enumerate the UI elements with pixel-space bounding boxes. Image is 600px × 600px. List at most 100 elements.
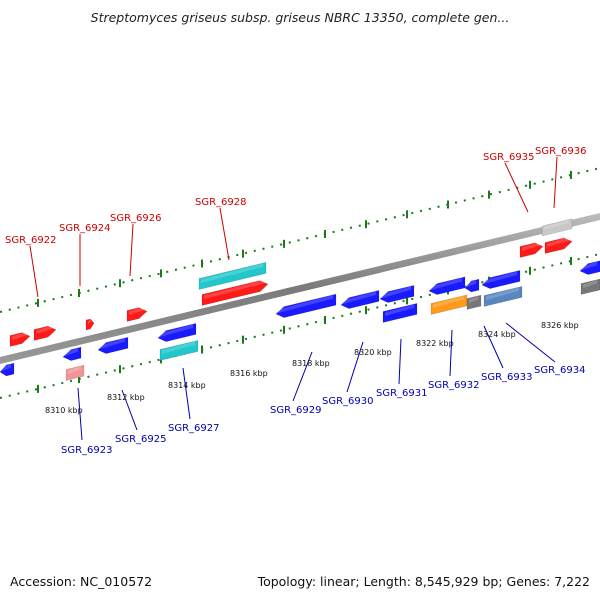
gene-arrow-reverse[interactable] bbox=[97, 336, 129, 354]
gene-arrow-reverse[interactable] bbox=[62, 346, 82, 361]
gene-highlight bbox=[65, 348, 78, 356]
gene-highlight bbox=[547, 237, 569, 247]
gene-reverse[interactable] bbox=[382, 302, 418, 323]
label-leader-reverse bbox=[449, 329, 453, 377]
gene-arrow-reverse[interactable] bbox=[428, 276, 466, 295]
label-leader-forward bbox=[219, 207, 230, 261]
gene-highlight bbox=[382, 286, 411, 298]
axis-coordinate-label: 8320 kbp bbox=[354, 348, 392, 357]
axis-coordinate-label: 8310 kbp bbox=[45, 406, 83, 415]
label-leader-reverse bbox=[121, 389, 138, 431]
gene-label-forward[interactable]: SGR_6936 bbox=[535, 146, 587, 157]
gene-arrow-reverse[interactable] bbox=[481, 269, 521, 289]
gene-dark-grey[interactable] bbox=[580, 278, 600, 295]
gene-highlight bbox=[484, 271, 517, 284]
gene-highlight bbox=[100, 338, 125, 349]
gene-pseudo[interactable] bbox=[65, 364, 85, 381]
gene-arrow-reverse[interactable] bbox=[0, 362, 15, 377]
gene-arrow-forward[interactable] bbox=[201, 280, 269, 306]
gene-label-reverse[interactable]: SGR_6927 bbox=[168, 423, 220, 434]
gene-label-reverse[interactable]: SGR_6934 bbox=[534, 365, 586, 376]
gene-highlight bbox=[544, 219, 569, 230]
label-leader-forward bbox=[553, 156, 558, 209]
gene-highlight bbox=[467, 280, 476, 287]
gene-arrow-forward[interactable] bbox=[544, 237, 573, 254]
forward-strand-guide bbox=[0, 167, 600, 313]
label-leader-forward bbox=[29, 245, 39, 298]
gene-label-reverse[interactable]: SGR_6929 bbox=[270, 405, 322, 416]
genes[interactable] bbox=[0, 218, 600, 381]
label-leader-reverse bbox=[77, 387, 83, 441]
gene-arrow-forward[interactable] bbox=[33, 325, 57, 341]
gene-highlight bbox=[522, 241, 540, 251]
gene-highlight bbox=[36, 325, 53, 334]
gene-highlight bbox=[12, 331, 27, 340]
gene-grey[interactable] bbox=[541, 218, 573, 237]
axis-coordinate-label: 8314 kbp bbox=[168, 381, 206, 390]
label-leader-reverse bbox=[483, 325, 504, 369]
gene-rna[interactable] bbox=[198, 262, 267, 290]
gene-label-forward[interactable]: SGR_6924 bbox=[59, 223, 111, 234]
gene-highlight bbox=[582, 261, 597, 270]
gene-highlight bbox=[583, 279, 597, 288]
gene-label-forward[interactable]: SGR_6922 bbox=[5, 235, 57, 246]
gene-label-forward[interactable]: SGR_6928 bbox=[195, 197, 247, 208]
axis-coordinate-label: 8322 kbp bbox=[416, 339, 454, 348]
label-leader-reverse bbox=[346, 341, 364, 393]
gene-arrow-forward[interactable] bbox=[9, 332, 31, 347]
gene-arrow-reverse[interactable] bbox=[464, 278, 480, 293]
gene-highlight bbox=[68, 366, 81, 374]
map-title: Streptomyces griseus subsp. griseus NBRC… bbox=[90, 10, 510, 25]
genome-axis-bar bbox=[0, 213, 600, 364]
label-leader-reverse bbox=[398, 338, 402, 385]
gene-arrow-forward[interactable] bbox=[126, 307, 148, 322]
gene-highlight bbox=[201, 263, 263, 283]
gene-label-reverse[interactable]: SGR_6923 bbox=[61, 445, 113, 456]
gene-highlight bbox=[204, 279, 265, 299]
axis-coordinate-label: 8324 kbp bbox=[478, 330, 516, 339]
axis-coordinate-label: 8312 kbp bbox=[107, 393, 145, 402]
gene-label-reverse[interactable]: SGR_6933 bbox=[481, 372, 533, 383]
gene-arrow-reverse[interactable] bbox=[340, 289, 380, 309]
gene-arrow-forward[interactable] bbox=[519, 242, 544, 258]
gene-highlight bbox=[2, 364, 11, 371]
gene-highlight bbox=[486, 287, 519, 300]
gene-dark-grey[interactable] bbox=[466, 294, 482, 310]
gene-highlight bbox=[278, 295, 333, 313]
gene-steel[interactable] bbox=[483, 285, 523, 307]
gene-highlight bbox=[160, 324, 193, 337]
accession-text: Accession: NC_010572 bbox=[10, 574, 153, 589]
gene-highlight bbox=[385, 304, 414, 316]
gene-label-forward[interactable]: SGR_6935 bbox=[483, 152, 535, 163]
gene-label-reverse[interactable]: SGR_6931 bbox=[376, 388, 428, 399]
label-leader-reverse bbox=[292, 351, 313, 402]
label-leader-forward bbox=[129, 223, 134, 277]
gene-labels[interactable]: 8310 kbp 8312 kbp 8314 kbp 8316 kbp 8318 kbp… bbox=[5, 146, 587, 456]
axis-coordinate-label: 8316 kbp bbox=[230, 369, 268, 378]
gene-highlight bbox=[469, 296, 478, 303]
gene-arrow-reverse[interactable] bbox=[379, 284, 415, 303]
gene-highlight bbox=[129, 306, 144, 315]
label-leader-reverse bbox=[505, 322, 556, 363]
gene-rna[interactable] bbox=[159, 339, 199, 361]
topology-text: Topology: linear; Length: 8,545,929 bp; … bbox=[257, 574, 590, 589]
gene-arrow-reverse[interactable] bbox=[275, 293, 337, 318]
gene-highlight bbox=[431, 277, 462, 290]
gene-highlight bbox=[162, 341, 195, 354]
gene-highlight bbox=[433, 295, 464, 308]
axis-coordinate-label: 8326 kbp bbox=[541, 321, 579, 330]
axis-coordinate-label: 8318 kbp bbox=[292, 359, 330, 368]
gene-label-reverse[interactable]: SGR_6932 bbox=[428, 380, 480, 391]
gene-label-reverse[interactable]: SGR_6925 bbox=[115, 434, 167, 445]
label-leaders bbox=[29, 156, 558, 441]
gene-highlight bbox=[88, 319, 91, 324]
gene-arrow-forward[interactable] bbox=[85, 318, 95, 331]
label-leader-forward bbox=[504, 162, 529, 213]
label-leader-reverse bbox=[182, 367, 191, 420]
gene-label-forward[interactable]: SGR_6926 bbox=[110, 213, 162, 224]
gene-arrow-reverse[interactable] bbox=[579, 260, 600, 275]
gene-label-reverse[interactable]: SGR_6930 bbox=[322, 396, 374, 407]
gene-arrow-reverse[interactable] bbox=[157, 322, 197, 342]
gene-highlight bbox=[343, 291, 376, 304]
